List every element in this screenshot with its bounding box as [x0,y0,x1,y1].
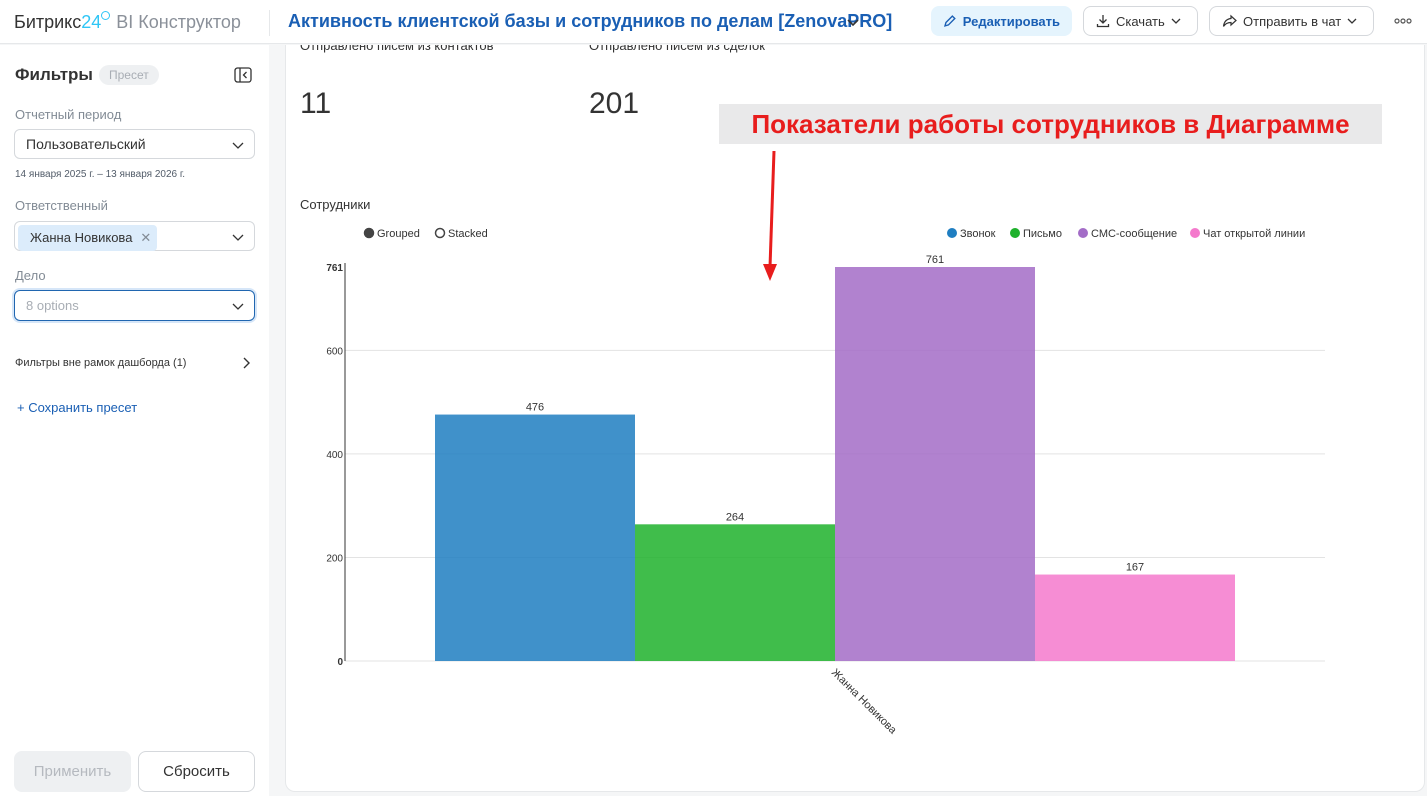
bar-3[interactable] [835,267,1035,661]
pencil-icon [943,15,956,27]
send-label: Отправить в чат [1243,13,1342,29]
legend-label: СМС-сообщение [1091,228,1177,240]
period-label: Отчетный период [15,107,122,122]
send-to-chat-button[interactable]: Отправить в чат [1209,6,1374,36]
y-tick-label: 600 [326,346,343,357]
deal-label: Дело [15,268,46,283]
bar-value-label: 476 [526,402,544,414]
x-category-label: Жанна Новикова [829,667,899,737]
annotation-banner: Показатели работы сотрудников в Диаграмм… [719,104,1382,144]
responsible-label: Ответственный [15,198,108,213]
deal-select[interactable]: 8 options [14,290,255,321]
more-icon[interactable] [1393,14,1413,28]
divider [269,10,270,36]
chevron-down-icon [232,234,244,241]
y-tick-label: 400 [326,450,343,461]
product-name: BI Конструктор [116,12,241,32]
chevron-right-icon [243,357,250,369]
legend-marker[interactable] [947,228,957,238]
dashboard-canvas: Отправлено писем из контактов 11 Отправл… [285,45,1425,792]
chevron-down-icon [1171,18,1181,24]
mode-radio-stacked[interactable] [434,227,446,239]
y-tick-label: 0 [337,657,343,668]
mode-label: Stacked [448,228,488,240]
chart-title: Сотрудники [300,197,371,212]
legend-marker[interactable] [1010,228,1020,238]
mode-radio-grouped[interactable] [363,227,375,239]
deal-placeholder: 8 options [26,298,79,313]
legend-marker[interactable] [1190,228,1200,238]
legend-label: Письмо [1023,228,1062,240]
bar-2[interactable] [635,524,835,661]
app-logo[interactable]: Битрикс24 BI Конструктор [14,11,241,33]
chevron-down-icon [1347,18,1357,24]
mode-label: Grouped [377,228,420,240]
chevron-down-icon [232,142,244,149]
kpi-label: Отправлено писем из контактов [300,45,494,53]
brand-number: 24 [81,12,102,32]
chevron-down-icon [232,303,244,310]
bar-value-label: 761 [926,254,944,266]
bar-chart: Grouped Stacked Звонок Письмо СМС-сообщение Ч… [326,227,1325,737]
legend-marker[interactable] [1078,228,1088,238]
responsible-select[interactable]: Жанна Новикова ✕ [14,221,255,251]
dashboard-title[interactable]: Активность клиентской базы и сотрудников… [288,11,893,31]
y-tick-label: 761 [326,263,343,274]
period-value: Пользовательский [26,136,146,152]
kpi-value: 201 [589,87,640,120]
annotation-arrow [763,150,777,281]
y-tick-label: 200 [326,553,343,564]
bar-value-label: 264 [726,511,744,523]
kpi-value: 11 [300,87,332,120]
chevron-down-icon[interactable] [846,15,860,29]
filters-title: Фильтры [15,65,93,84]
reset-button[interactable]: Сбросить [138,751,255,792]
apply-button[interactable]: Применить [14,751,131,792]
outside-filters-row[interactable]: Фильтры вне рамок дашборда (1) [15,357,253,369]
clock-icon [101,11,111,20]
legend-label: Чат открытой линии [1203,228,1305,240]
legend-label: Звонок [960,228,996,240]
preset-badge[interactable]: Пресет [99,65,159,85]
kpi-label: Отправлено писем из сделок [589,45,765,53]
bar-4[interactable] [1035,574,1235,661]
share-icon [1222,14,1237,27]
bar-value-label: 167 [1126,562,1144,574]
download-label: Скачать [1116,13,1165,29]
edit-button[interactable]: Редактировать [931,6,1072,36]
bar-1[interactable] [435,414,635,661]
remove-tag-icon[interactable]: ✕ [140,230,152,245]
edit-label: Редактировать [962,13,1060,29]
brand-name: Битрикс [14,12,82,32]
period-range: 14 января 2025 г. – 13 января 2026 г. [15,169,186,180]
period-select[interactable]: Пользовательский [14,129,255,159]
outside-filters-label: Фильтры вне рамок дашборда (1) [15,357,187,369]
save-preset-link[interactable]: + Сохранить пресет [17,400,138,415]
responsible-tag[interactable]: Жанна Новикова ✕ [18,225,158,251]
download-icon [1096,15,1110,28]
top-bar: Битрикс24 BI Конструктор Активность клиен… [0,0,1427,44]
filters-sidebar: Фильтры Пресет Отчетный период Пользоват… [0,45,269,796]
download-button[interactable]: Скачать [1083,6,1198,36]
tag-label: Жанна Новикова [30,230,133,245]
collapse-sidebar-icon[interactable] [234,67,252,83]
